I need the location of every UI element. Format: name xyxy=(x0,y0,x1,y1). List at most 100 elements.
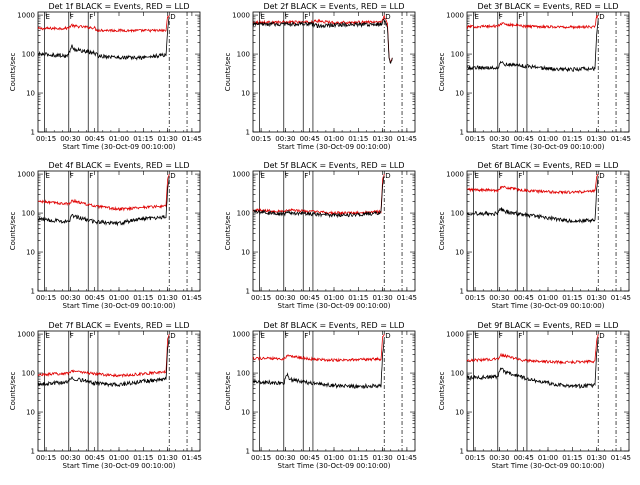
ytick-label: 100 xyxy=(451,210,464,218)
xtick-label: 00:30 xyxy=(489,454,509,462)
series-lld-line xyxy=(252,14,393,64)
series-lld-line xyxy=(466,14,599,30)
marker-letter-F: F xyxy=(499,13,503,21)
marker-letter-F: F xyxy=(304,332,308,340)
marker-letter-E: E xyxy=(474,13,478,21)
y-axis-label: Counts/sec xyxy=(438,53,446,92)
marker-letter-F: F xyxy=(518,13,522,21)
xtick-label: 01:45 xyxy=(182,454,202,462)
plot-frame xyxy=(466,11,630,133)
xtick-label: 01:15 xyxy=(133,294,153,302)
xtick-label: 01:30 xyxy=(373,454,393,462)
ytick-label: 10 xyxy=(241,249,250,257)
ytick-label: 1 xyxy=(246,129,250,137)
xtick-label: 01:45 xyxy=(397,135,417,143)
y-axis-label: Counts/sec xyxy=(9,53,17,92)
series-events-line xyxy=(37,16,170,61)
ytick-label: 100 xyxy=(451,370,464,378)
xtick-label: 01:15 xyxy=(348,294,368,302)
ytick-label: 1 xyxy=(31,129,35,137)
y-axis-label: Counts/sec xyxy=(224,372,232,411)
y-axis-label: Counts/sec xyxy=(9,372,17,411)
ytick-label: 1000 xyxy=(232,171,250,179)
ytick-label: 1000 xyxy=(232,12,250,20)
xtick-label: 01:30 xyxy=(158,454,178,462)
marker-letter-F: F xyxy=(70,13,74,21)
plot-frame xyxy=(252,11,416,133)
xtick-label: 00:45 xyxy=(514,454,534,462)
panel-title: Det 9f BLACK = Events, RED = LLD xyxy=(477,321,618,330)
xtick-label: 01:30 xyxy=(587,294,607,302)
y-axis-label: Counts/sec xyxy=(9,212,17,251)
xtick-label: 01:30 xyxy=(158,135,178,143)
marker-letter-D: D xyxy=(170,172,175,180)
marker-letter-F: F xyxy=(89,13,93,21)
marker-letter-E: E xyxy=(474,172,478,180)
x-axis-label: Start Time (30-Oct-09 00:10:00) xyxy=(63,143,176,151)
xtick-label: 00:30 xyxy=(60,135,80,143)
series-lld-line xyxy=(252,333,385,363)
marker-letter-F: F xyxy=(89,172,93,180)
plot-frame xyxy=(466,330,630,452)
xtick-label: 01:15 xyxy=(562,135,582,143)
xtick-label: 01:00 xyxy=(538,294,558,302)
ytick-label: 1 xyxy=(31,448,35,456)
series-lld-line xyxy=(37,174,170,212)
ytick-label: 1000 xyxy=(17,171,35,179)
series-lld-line xyxy=(37,333,170,379)
plot-frame xyxy=(252,330,416,452)
ytick-label: 10 xyxy=(241,409,250,417)
plot-frame xyxy=(252,170,416,292)
marker-letter-F: F xyxy=(499,172,503,180)
panel-det-3: Det 3f BLACK = Events, RED = LLD 1 10 100 10… xyxy=(438,2,631,151)
ytick-label: 1000 xyxy=(446,171,464,179)
x-axis-label: Start Time (30-Oct-09 00:10:00) xyxy=(63,462,176,470)
marker-letter-F: F xyxy=(285,13,289,21)
xtick-label: 00:15 xyxy=(36,135,56,143)
ytick-label: 10 xyxy=(26,409,35,417)
marker-letter-D: D xyxy=(170,13,175,21)
ytick-label: 100 xyxy=(451,51,464,59)
panel-det-1: Det 1f BLACK = Events, RED = LLD 1 10 100 10… xyxy=(9,2,202,151)
xtick-label: 01:30 xyxy=(587,135,607,143)
ytick-label: 1 xyxy=(246,448,250,456)
y-axis-label: Counts/sec xyxy=(224,212,232,251)
x-axis-label: Start Time (30-Oct-09 00:10:00) xyxy=(63,302,176,310)
marker-letter-D: D xyxy=(385,172,390,180)
ytick-label: 100 xyxy=(237,370,250,378)
marker-letter-E: E xyxy=(45,332,49,340)
marker-letter-F: F xyxy=(285,172,289,180)
ytick-label: 1 xyxy=(460,448,464,456)
panel-det-9: Det 9f BLACK = Events, RED = LLD 1 10 100 10… xyxy=(438,321,631,470)
marker-letter-D: D xyxy=(385,13,390,21)
xtick-label: 01:00 xyxy=(538,454,558,462)
plot-frame xyxy=(37,330,201,452)
xtick-label: 00:30 xyxy=(60,454,80,462)
marker-letter-D: D xyxy=(170,332,175,340)
x-axis-label: Start Time (30-Oct-09 00:10:00) xyxy=(278,462,391,470)
panel-det-6: Det 6f BLACK = Events, RED = LLD 1 10 100 10… xyxy=(438,161,631,310)
xtick-label: 01:30 xyxy=(158,294,178,302)
xtick-label: 01:00 xyxy=(538,135,558,143)
marker-letter-E: E xyxy=(260,13,264,21)
x-axis-label: Start Time (30-Oct-09 00:10:00) xyxy=(492,462,605,470)
xtick-label: 00:30 xyxy=(275,135,295,143)
xtick-label: 01:45 xyxy=(611,135,631,143)
marker-letter-F: F xyxy=(304,172,308,180)
xtick-label: 00:45 xyxy=(85,294,105,302)
ytick-label: 100 xyxy=(237,210,250,218)
series-events-line xyxy=(466,175,599,224)
marker-letter-E: E xyxy=(45,172,49,180)
xtick-label: 01:45 xyxy=(611,454,631,462)
panel-det-4: Det 4f BLACK = Events, RED = LLD 1 10 100 10… xyxy=(9,161,202,310)
xtick-label: 01:15 xyxy=(348,135,368,143)
y-axis-label: Counts/sec xyxy=(224,53,232,92)
ytick-label: 100 xyxy=(22,370,35,378)
y-axis-label: Counts/sec xyxy=(438,212,446,251)
ytick-label: 1 xyxy=(460,288,464,296)
xtick-label: 01:45 xyxy=(611,294,631,302)
marker-letter-F: F xyxy=(89,332,93,340)
series-events-line xyxy=(466,18,599,73)
marker-letter-D: D xyxy=(599,13,604,21)
panel-det-5: Det 5f BLACK = Events, RED = LLD 1 10 100 10… xyxy=(224,161,417,310)
